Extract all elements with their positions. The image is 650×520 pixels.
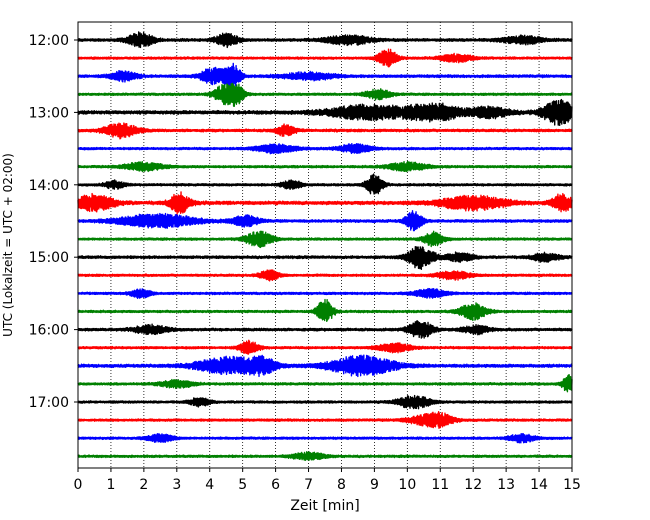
x-tick-label-7: 7 xyxy=(304,477,313,493)
trace-1515 xyxy=(77,269,573,282)
x-tick-label-4: 4 xyxy=(205,477,214,493)
y-axis-ticks: 12:00 13:00 14:00 15:00 16:00 17:00 xyxy=(29,33,78,411)
trace-1615 xyxy=(77,339,573,355)
trace-1700 xyxy=(77,394,573,410)
y-tick-label-17:00: 17:00 xyxy=(29,395,69,411)
trace-1630 xyxy=(77,354,573,378)
trace-1200 xyxy=(77,31,573,49)
trace-1330 xyxy=(77,142,573,155)
x-tick-label-10: 10 xyxy=(398,477,416,493)
x-tick-label-15: 15 xyxy=(563,477,581,493)
x-tick-label-6: 6 xyxy=(271,477,280,493)
trace-1530 xyxy=(77,287,573,299)
x-tick-label-8: 8 xyxy=(337,477,346,493)
x-axis-ticks: 0 1 2 3 4 5 6 7 8 9 10 11 12 13 14 15 xyxy=(74,468,581,493)
y-tick-label-15:00: 15:00 xyxy=(29,250,69,266)
trace-1215 xyxy=(77,48,573,68)
trace-1730 xyxy=(77,432,573,444)
trace-1245 xyxy=(77,82,573,107)
y-tick-label-16:00: 16:00 xyxy=(29,323,69,339)
y-tick-label-13:00: 13:00 xyxy=(29,105,69,121)
trace-1715 xyxy=(77,411,573,429)
plot-frame xyxy=(77,21,573,469)
trace-1645 xyxy=(77,374,573,393)
grid-lines xyxy=(110,22,540,468)
x-tick-label-0: 0 xyxy=(74,477,83,493)
trace-1400 xyxy=(77,173,573,195)
x-tick-label-3: 3 xyxy=(172,477,181,493)
trace-1300 xyxy=(77,98,573,127)
x-tick-label-14: 14 xyxy=(530,477,548,493)
x-tick-label-11: 11 xyxy=(431,477,449,493)
x-tick-label-9: 9 xyxy=(370,477,379,493)
trace-1500 xyxy=(77,245,573,270)
seismogram-traces xyxy=(77,31,573,461)
trace-1345 xyxy=(77,160,573,173)
trace-1430 xyxy=(77,210,573,232)
y-tick-label-14:00: 14:00 xyxy=(29,178,69,194)
y-axis-label: UTC (Lokalzeit = UTC + 02:00) xyxy=(1,153,15,337)
trace-1545 xyxy=(77,298,573,323)
trace-1315 xyxy=(77,122,573,140)
x-tick-label-5: 5 xyxy=(238,477,247,493)
trace-1415 xyxy=(77,191,573,215)
x-tick-label-1: 1 xyxy=(106,477,115,493)
y-tick-label-12:00: 12:00 xyxy=(29,33,69,49)
x-tick-label-12: 12 xyxy=(464,477,482,493)
x-tick-label-13: 13 xyxy=(497,477,515,493)
x-tick-label-2: 2 xyxy=(139,477,148,493)
x-axis-label: Zeit [min] xyxy=(290,498,359,514)
trace-1745 xyxy=(77,451,573,461)
trace-1600 xyxy=(77,320,573,339)
trace-1445 xyxy=(77,230,573,249)
trace-1230 xyxy=(77,62,573,90)
